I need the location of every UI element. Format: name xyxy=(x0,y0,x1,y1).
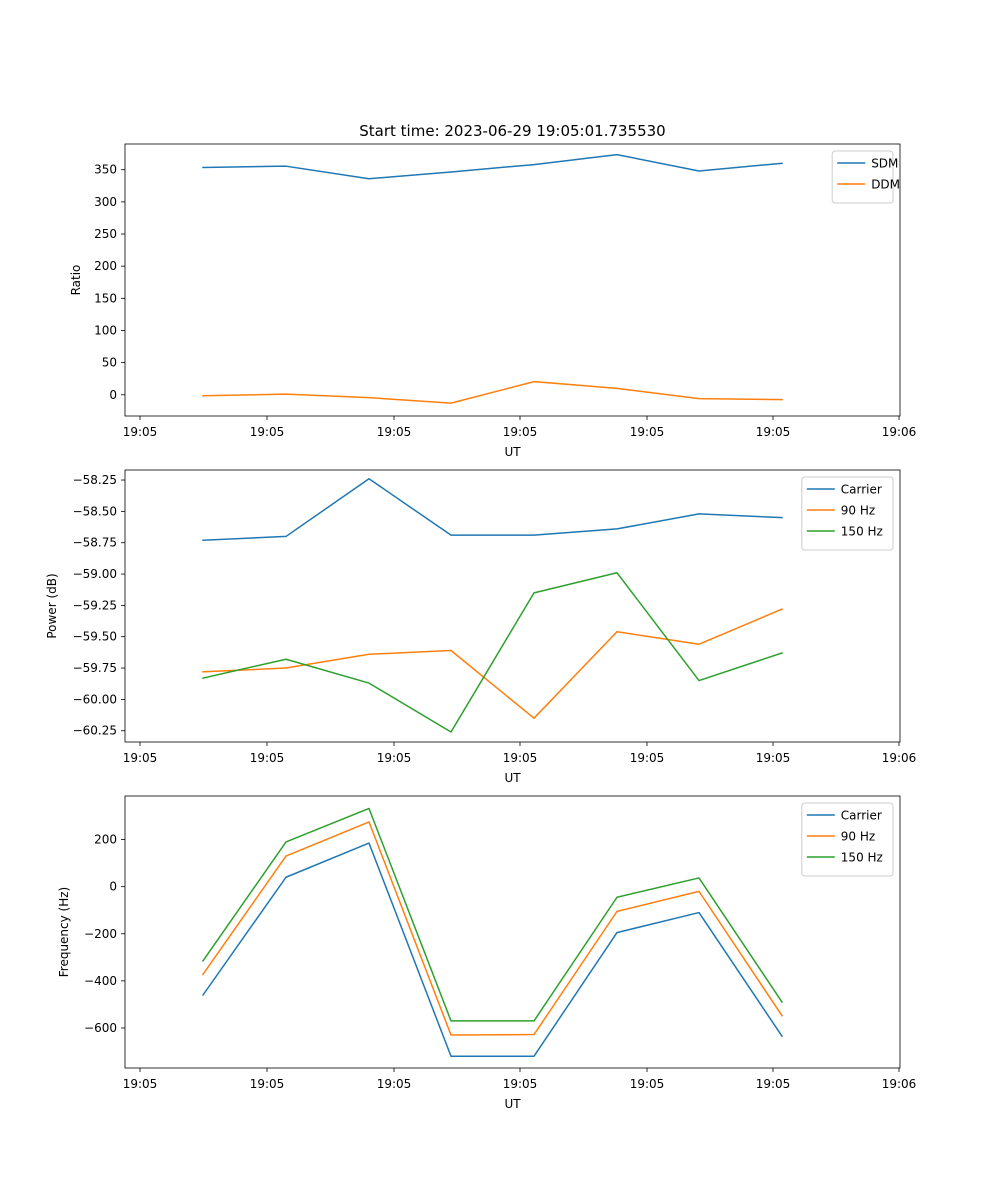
series-line-carrier xyxy=(201,842,784,1057)
series-line-150-hz xyxy=(201,807,784,1022)
series-line-90-hz xyxy=(201,821,784,1036)
y-tick-label: 350 xyxy=(94,163,117,177)
y-axis-label: Ratio xyxy=(69,265,83,296)
legend-label: 90 Hz xyxy=(841,504,875,518)
x-tick-label: 19:05 xyxy=(250,1077,285,1091)
y-axis: −60.25 −60.00 −59.75 −59.50 −59.25 −59.00 −58.… xyxy=(45,473,125,738)
y-tick-label: 50 xyxy=(102,356,117,370)
legend-label: Carrier xyxy=(841,483,882,497)
y-tick-label: 300 xyxy=(94,195,117,209)
axes-frame xyxy=(124,469,901,743)
x-axis: 19:05 19:05 19:05 19:05 19:05 19:05 19:06 UT xyxy=(123,742,917,785)
series-line-sdm xyxy=(202,153,783,180)
x-axis: 19:05 19:05 19:05 19:05 19:05 19:05 19:06 UT xyxy=(123,1068,917,1111)
chart-panel-3: 19:05 19:05 19:05 19:05 19:05 19:05 19:06 UT −60… xyxy=(57,795,917,1111)
y-tick-label: 150 xyxy=(94,291,117,305)
series-line-150-hz xyxy=(202,572,783,733)
x-tick-label: 19:05 xyxy=(503,425,538,439)
y-tick-label: −58.25 xyxy=(73,473,117,487)
legend-box xyxy=(831,150,894,204)
series-group xyxy=(202,153,783,404)
x-tick-label: 19:05 xyxy=(630,751,665,765)
legend-label: 150 Hz xyxy=(841,851,883,865)
series-line-carrier xyxy=(202,478,783,541)
y-tick-label: −200 xyxy=(84,927,117,941)
x-tick-label: 19:05 xyxy=(377,425,412,439)
x-tick-label: 19:05 xyxy=(630,1077,665,1091)
legend: Carrier 90 Hz 150 Hz xyxy=(801,476,894,551)
legend-label: 150 Hz xyxy=(841,525,883,539)
x-tick-label: 19:05 xyxy=(250,751,285,765)
y-tick-label: 250 xyxy=(94,227,117,241)
x-tick-label: 19:05 xyxy=(123,425,158,439)
series-line-90-hz xyxy=(202,608,783,719)
x-tick-label: 19:06 xyxy=(882,751,917,765)
axes-frame xyxy=(124,143,901,417)
series-line-ddm xyxy=(202,380,783,404)
y-axis-label: Power (dB) xyxy=(45,573,59,638)
y-tick-label: −60.00 xyxy=(73,692,117,706)
x-axis-label: UT xyxy=(504,445,521,459)
x-tick-label: 19:05 xyxy=(123,1077,158,1091)
x-tick-label: 19:06 xyxy=(882,1077,917,1091)
legend-label: 90 Hz xyxy=(841,830,875,844)
x-axis-label: UT xyxy=(504,1097,521,1111)
x-tick-label: 19:06 xyxy=(882,425,917,439)
y-tick-label: 0 xyxy=(109,388,117,402)
x-tick-label: 19:05 xyxy=(377,1077,412,1091)
x-tick-label: 19:05 xyxy=(756,1077,791,1091)
legend: SDM DDM xyxy=(831,150,900,204)
x-tick-label: 19:05 xyxy=(503,751,538,765)
series-group xyxy=(201,807,784,1057)
axes-frame xyxy=(124,795,901,1069)
x-tick-label: 19:05 xyxy=(756,425,791,439)
x-tick-label: 19:05 xyxy=(756,751,791,765)
legend: Carrier 90 Hz 150 Hz xyxy=(801,802,894,877)
chart-panel-2: 19:05 19:05 19:05 19:05 19:05 19:05 19:06 UT −60… xyxy=(45,469,917,785)
y-tick-label: −58.50 xyxy=(73,504,117,518)
y-tick-label: −58.75 xyxy=(73,536,117,550)
chart-panels: 19:05 19:05 19:05 19:05 19:05 19:05 19:06 UT 0 50… xyxy=(45,143,917,1111)
chart-title: Start time: 2023-06-29 19:05:01.735530 xyxy=(359,122,665,140)
x-axis: 19:05 19:05 19:05 19:05 19:05 19:05 19:06 UT xyxy=(123,416,917,459)
y-tick-label: −400 xyxy=(84,974,117,988)
x-axis-label: UT xyxy=(504,771,521,785)
y-axis: 0 50 100 150 200 250 300 350 Ratio xyxy=(69,163,125,402)
y-tick-label: −600 xyxy=(84,1021,117,1035)
y-tick-label: 100 xyxy=(94,323,117,337)
x-tick-label: 19:05 xyxy=(630,425,665,439)
x-tick-label: 19:05 xyxy=(123,751,158,765)
y-tick-label: 0 xyxy=(109,880,117,894)
legend-label: Carrier xyxy=(841,809,882,823)
x-tick-label: 19:05 xyxy=(377,751,412,765)
legend-label: DDM xyxy=(871,178,900,192)
y-tick-label: −59.00 xyxy=(73,567,117,581)
y-tick-label: −59.25 xyxy=(73,598,117,612)
y-tick-label: 200 xyxy=(94,833,117,847)
y-tick-label: −59.75 xyxy=(73,661,117,675)
y-axis-label: Frequency (Hz) xyxy=(57,887,71,978)
y-tick-label: 200 xyxy=(94,259,117,273)
legend-label: SDM xyxy=(871,157,898,171)
y-axis: −600 −400 −200 0 200 Frequency (Hz) xyxy=(57,833,125,1035)
x-tick-label: 19:05 xyxy=(503,1077,538,1091)
series-group xyxy=(202,478,783,733)
chart-panel-1: 19:05 19:05 19:05 19:05 19:05 19:05 19:06 UT 0 50… xyxy=(69,143,917,459)
y-tick-label: −59.50 xyxy=(73,630,117,644)
y-tick-label: −60.25 xyxy=(73,724,117,738)
x-tick-label: 19:05 xyxy=(250,425,285,439)
